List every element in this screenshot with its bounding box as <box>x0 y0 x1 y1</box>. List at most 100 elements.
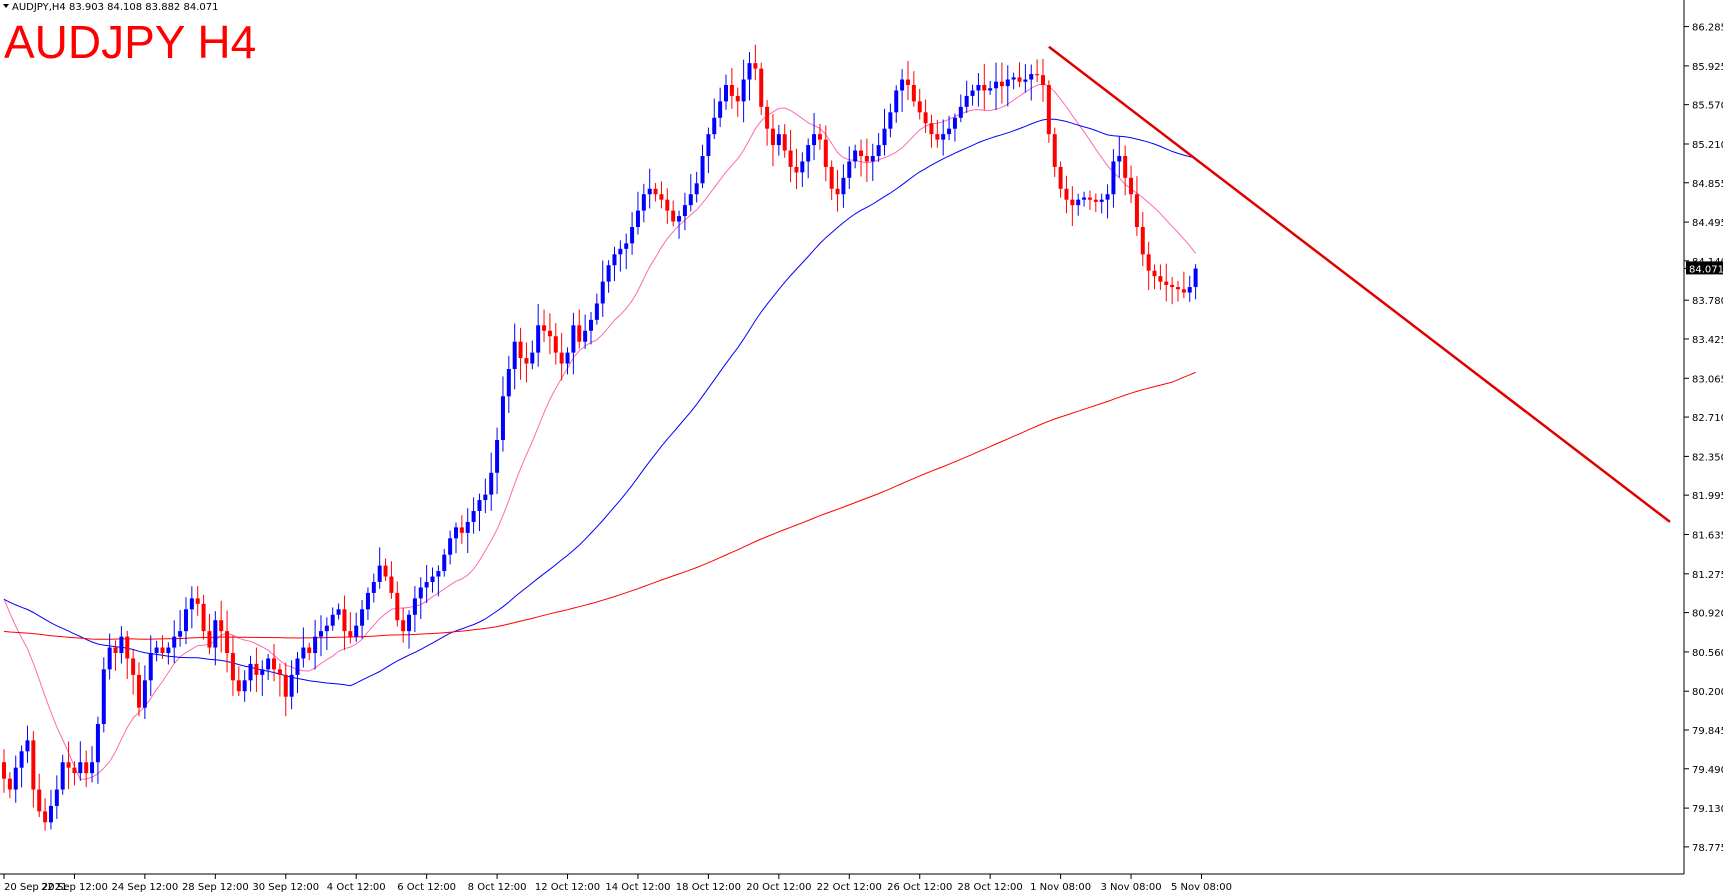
candle-body <box>107 647 112 670</box>
candle-body <box>635 210 640 227</box>
candle-body <box>283 674 288 697</box>
y-tick-label: 82.350 <box>1692 452 1723 463</box>
candle-body <box>330 614 335 626</box>
candle-body <box>1011 77 1016 80</box>
candle-body <box>436 571 441 577</box>
candle-body <box>54 789 59 806</box>
candle-body <box>266 658 271 670</box>
candle-body <box>195 598 200 604</box>
candle-body <box>37 789 42 812</box>
candle-body <box>295 658 300 675</box>
candle-body <box>272 658 277 670</box>
trendline[interactable] <box>1048 45 1671 523</box>
candle-body <box>172 636 177 648</box>
candle-body <box>999 81 1004 87</box>
candle-body <box>113 647 118 653</box>
candle-body <box>553 336 558 353</box>
candle-body <box>782 134 787 151</box>
candle-body <box>952 117 957 129</box>
candle-body <box>741 79 746 102</box>
candle-body <box>706 134 711 156</box>
candle-body <box>483 494 488 501</box>
x-tick-label: 28 Sep 12:00 <box>182 882 249 893</box>
candle-body <box>970 90 975 96</box>
candle-body <box>571 325 576 353</box>
x-tick-label: 24 Sep 12:00 <box>112 882 179 893</box>
candle-body <box>1082 197 1087 200</box>
candle-body <box>606 265 611 282</box>
candle-body <box>430 576 435 582</box>
candle-body <box>1123 156 1128 178</box>
candle-body <box>125 636 130 659</box>
candle-body <box>847 161 852 178</box>
x-tick-label: 4 Oct 12:00 <box>327 882 386 893</box>
y-tick-label: 80.920 <box>1692 609 1723 620</box>
candle-body <box>718 101 723 118</box>
candle-body <box>612 254 617 266</box>
candle-body <box>43 811 48 823</box>
candle-body <box>900 79 905 91</box>
candle-body <box>888 112 893 129</box>
x-tick-label: 8 Oct 12:00 <box>468 882 527 893</box>
candle-body <box>13 767 18 790</box>
candle-body <box>360 609 365 626</box>
x-tick-label: 18 Oct 12:00 <box>676 882 741 893</box>
candle-body <box>342 609 347 632</box>
candle-body <box>1170 284 1175 288</box>
candle-body <box>254 663 259 675</box>
candle-body <box>1040 75 1045 85</box>
axes <box>0 0 1685 875</box>
candle-body <box>289 674 294 697</box>
candle-body <box>313 636 318 653</box>
candle-body <box>395 592 400 621</box>
y-tick-label: 86.285 <box>1692 23 1723 34</box>
candle-body <box>788 150 793 167</box>
y-tick-label: 83.065 <box>1692 374 1723 385</box>
dropdown-arrow-icon[interactable] <box>3 4 9 8</box>
candle-body <box>84 762 89 774</box>
candle-body <box>307 647 312 653</box>
candle-body <box>994 81 999 89</box>
candle-body <box>160 647 165 653</box>
x-tick-label: 28 Oct 12:00 <box>958 882 1023 893</box>
candle-body <box>700 156 705 184</box>
price-tag-box <box>1686 261 1723 275</box>
y-tick-label: 81.995 <box>1692 491 1723 502</box>
candle-body <box>495 440 500 473</box>
candle-body <box>154 647 159 653</box>
ma-fast-line <box>3 83 1196 780</box>
plot-area <box>0 0 1684 874</box>
chart-title: AUDJPY H4 <box>4 16 256 68</box>
y-tick-label: 85.210 <box>1692 140 1723 151</box>
candle-body <box>301 647 306 659</box>
candle-body <box>1099 199 1104 202</box>
candle-body <box>929 123 934 135</box>
candle-body <box>166 647 171 653</box>
candle-body <box>917 101 922 113</box>
x-tick-label: 14 Oct 12:00 <box>605 882 670 893</box>
candle-body <box>759 68 764 107</box>
candle-body <box>137 674 142 708</box>
candle-body <box>882 128 887 146</box>
candle-body <box>1076 199 1081 206</box>
candle-body <box>371 582 376 593</box>
candle-body <box>559 352 564 364</box>
candle-body <box>442 554 447 572</box>
candle-body <box>1093 199 1098 202</box>
candle-body <box>225 631 230 653</box>
candle-body <box>1023 79 1028 82</box>
candle-body <box>213 620 218 648</box>
candle-body <box>1129 177 1134 195</box>
candle-body <box>988 88 993 91</box>
x-tick-label: 20 Sep 2021 <box>4 882 67 893</box>
x-tick-label: 22 Sep 12:00 <box>41 882 108 893</box>
candle-body <box>947 128 952 135</box>
candle-body <box>60 762 65 790</box>
y-tick-label: 85.925 <box>1692 62 1723 73</box>
candle-body <box>148 653 153 681</box>
candle-body <box>66 762 71 768</box>
candle-body <box>747 63 752 80</box>
candle-body <box>800 161 805 173</box>
candle-body <box>1005 79 1010 87</box>
candle-body <box>2 762 6 779</box>
